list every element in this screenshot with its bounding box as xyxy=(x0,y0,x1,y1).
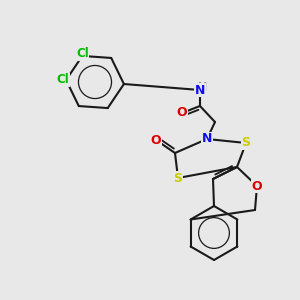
Text: S: S xyxy=(173,172,182,184)
Text: O: O xyxy=(151,134,161,146)
Text: S: S xyxy=(242,136,250,149)
Text: H: H xyxy=(198,82,208,92)
Text: O: O xyxy=(252,179,262,193)
Text: N: N xyxy=(195,83,205,97)
Text: N: N xyxy=(202,133,212,146)
Text: Cl: Cl xyxy=(57,74,69,86)
Text: O: O xyxy=(177,106,187,119)
Text: Cl: Cl xyxy=(76,47,89,60)
